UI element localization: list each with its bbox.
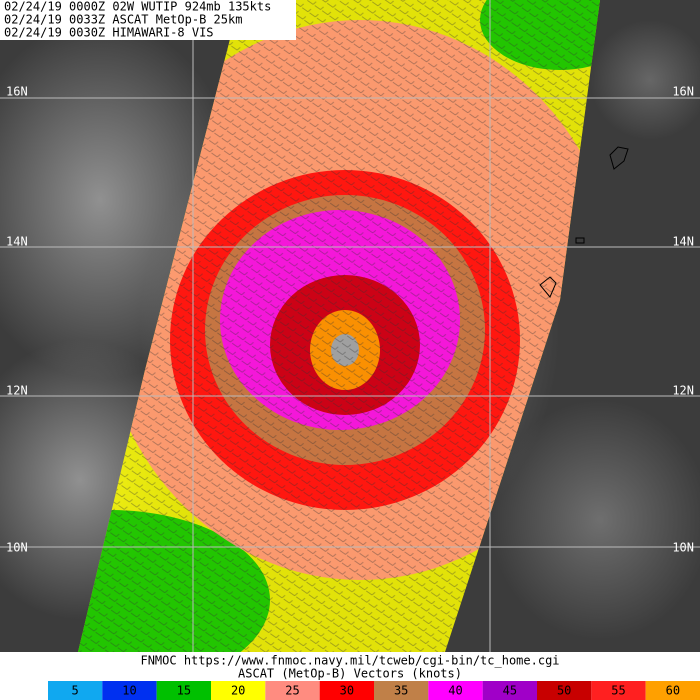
header-line: 02/24/19 0030Z HIMAWARI-8 VIS xyxy=(4,26,214,40)
legend-value: 25 xyxy=(285,684,299,698)
legend-swatch xyxy=(156,681,211,700)
lat-label: 12N xyxy=(672,384,694,398)
legend-swatch xyxy=(537,681,592,700)
lat-label: 10N xyxy=(672,541,694,555)
legend-swatch xyxy=(374,681,429,700)
lat-label: 10N xyxy=(6,541,28,555)
legend-value: 15 xyxy=(177,684,191,698)
legend-value: 50 xyxy=(557,684,571,698)
legend-value: 10 xyxy=(122,684,136,698)
legend-swatch xyxy=(645,681,700,700)
legend-value: 20 xyxy=(231,684,245,698)
legend-swatch xyxy=(211,681,266,700)
coastlines xyxy=(539,146,629,298)
footer-caption: ASCAT (MetOp-B) Vectors (knots) xyxy=(238,667,462,681)
lat-label: 14N xyxy=(6,235,28,249)
header-box xyxy=(0,0,296,40)
header-line: 02/24/19 0000Z 02W WUTIP 924mb 135kts xyxy=(4,0,271,14)
legend-swatch xyxy=(265,681,320,700)
legend-swatch xyxy=(102,681,157,700)
legend-value: 55 xyxy=(611,684,625,698)
lat-labels: 16N 16N 14N 14N 12N 12N 10N 10N xyxy=(6,85,694,555)
lat-label: 16N xyxy=(672,85,694,99)
legend: 5 10 15 20 25 30 35 40 45 50 55 60 xyxy=(48,681,700,700)
lat-lon-grid xyxy=(0,0,700,652)
lat-label: 12N xyxy=(6,384,28,398)
legend-value: 30 xyxy=(340,684,354,698)
legend-value: 60 xyxy=(666,684,680,698)
legend-value: 40 xyxy=(448,684,462,698)
footer-source: FNMOC https://www.fnmoc.navy.mil/tcweb/c… xyxy=(140,654,559,668)
legend-value: 5 xyxy=(72,684,79,698)
legend-value: 45 xyxy=(503,684,517,698)
legend-swatch xyxy=(319,681,374,700)
legend-swatch xyxy=(48,681,103,700)
legend-value: 35 xyxy=(394,684,408,698)
legend-swatch xyxy=(428,681,483,700)
legend-swatch xyxy=(482,681,537,700)
lat-label: 16N xyxy=(6,85,28,99)
lat-label: 14N xyxy=(672,235,694,249)
header-line: 02/24/19 0033Z ASCAT MetOp-B 25km xyxy=(4,13,242,27)
legend-swatch xyxy=(591,681,646,700)
